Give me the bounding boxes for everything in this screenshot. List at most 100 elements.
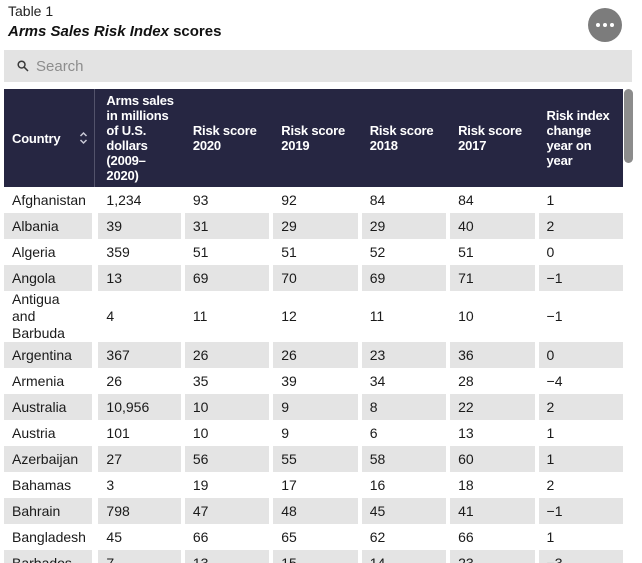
table-row: Australia 10,956 10 9 8 22 2 [4, 394, 623, 420]
cell-risk-2017: 51 [446, 239, 535, 265]
page-title: Arms Sales Risk Index scores [8, 23, 221, 40]
cell-arms-sales: 798 [92, 498, 181, 524]
cell-risk-2019: 92 [269, 187, 358, 213]
cell-arms-sales: 101 [92, 420, 181, 446]
ellipsis-icon [603, 23, 607, 27]
cell-risk-change: 1 [534, 187, 623, 213]
table-row: Angola 13 69 70 69 71 −1 [4, 265, 623, 291]
cell-risk-2017: 18 [446, 472, 535, 498]
cell-country: Antigua and Barbuda [4, 291, 93, 342]
cell-risk-2020: 69 [180, 265, 270, 291]
col-header-risk-2018[interactable]: Risk score 2018 [357, 89, 447, 187]
cell-arms-sales: 39 [92, 213, 181, 239]
title-area: Table 1 Arms Sales Risk Index scores [0, 0, 642, 46]
cell-risk-2018: 62 [357, 524, 447, 550]
cell-country: Australia [4, 394, 93, 420]
cell-risk-change: −1 [534, 265, 623, 291]
cell-risk-2019: 17 [269, 472, 358, 498]
col-header-risk-2019[interactable]: Risk score 2019 [269, 89, 358, 187]
table-header: Country Arms sales in millions of U.S. do… [4, 89, 623, 187]
cell-risk-2020: 56 [180, 446, 270, 472]
cell-risk-2020: 35 [180, 368, 270, 394]
search-input[interactable] [4, 50, 632, 82]
col-header-risk-change[interactable]: Risk index change year on year [534, 89, 623, 187]
cell-risk-2020: 31 [180, 213, 270, 239]
cell-risk-2018: 16 [357, 472, 447, 498]
cell-risk-2020: 13 [180, 550, 270, 563]
cell-risk-change: 0 [534, 239, 623, 265]
cell-risk-2017: 36 [446, 342, 535, 368]
cell-risk-2017: 71 [446, 265, 535, 291]
col-header-arms-sales[interactable]: Arms sales in millions of U.S. dollars (… [92, 89, 181, 187]
cell-risk-2017: 28 [446, 368, 535, 394]
cell-risk-2018: 8 [357, 394, 447, 420]
col-header-risk-2017[interactable]: Risk score 2017 [446, 89, 535, 187]
cell-risk-2017: 22 [446, 394, 535, 420]
ellipsis-icon [610, 23, 614, 27]
col-header-label: Risk score 2017 [458, 123, 522, 153]
sort-icon [80, 131, 88, 145]
col-header-country[interactable]: Country [4, 89, 93, 187]
cell-risk-2019: 48 [269, 498, 358, 524]
cell-risk-2019: 39 [269, 368, 358, 394]
cell-risk-2018: 14 [357, 550, 447, 563]
cell-country: Algeria [4, 239, 93, 265]
cell-country: Azerbaijan [4, 446, 93, 472]
more-options-button[interactable] [588, 8, 622, 42]
cell-risk-2018: 45 [357, 498, 447, 524]
table-row: Bangladesh 45 66 65 62 66 1 [4, 524, 623, 550]
cell-risk-2019: 55 [269, 446, 358, 472]
cell-risk-2017: 40 [446, 213, 535, 239]
cell-risk-2019: 70 [269, 265, 358, 291]
col-header-label: Risk score 2020 [192, 123, 257, 153]
cell-country: Barbados [4, 550, 93, 563]
cell-risk-2019: 12 [269, 291, 358, 342]
cell-risk-2017: 41 [446, 498, 535, 524]
cell-risk-change: 2 [534, 394, 623, 420]
cell-arms-sales: 45 [92, 524, 181, 550]
col-header-label: Risk score 2018 [369, 123, 434, 153]
cell-risk-2018: 23 [357, 342, 447, 368]
table-row: Armenia 26 35 39 34 28 −4 [4, 368, 623, 394]
cell-arms-sales: 13 [92, 265, 181, 291]
cell-risk-2018: 11 [357, 291, 447, 342]
table-row: Albania 39 31 29 29 40 2 [4, 213, 623, 239]
cell-risk-2017: 10 [446, 291, 535, 342]
cell-risk-2017: 84 [446, 187, 535, 213]
cell-risk-2020: 10 [180, 420, 270, 446]
table-row: Antigua and Barbuda 4 11 12 11 10 −1 [4, 291, 623, 342]
cell-risk-2020: 19 [180, 472, 270, 498]
cell-arms-sales: 7 [92, 550, 181, 563]
cell-arms-sales: 359 [92, 239, 181, 265]
cell-country: Bahrain [4, 498, 93, 524]
cell-country: Albania [4, 213, 93, 239]
cell-country: Angola [4, 265, 93, 291]
cell-risk-2017: 66 [446, 524, 535, 550]
table-row: Algeria 359 51 51 52 51 0 [4, 239, 623, 265]
cell-risk-2020: 51 [180, 239, 270, 265]
cell-risk-change: −3 [534, 550, 623, 563]
cell-country: Austria [4, 420, 93, 446]
table-row: Afghanistan 1,234 93 92 84 84 1 [4, 187, 623, 213]
cell-risk-2017: 13 [446, 420, 535, 446]
col-header-label: Risk score 2019 [281, 123, 346, 153]
vertical-scrollbar-thumb[interactable] [624, 89, 633, 163]
cell-risk-2020: 11 [180, 291, 270, 342]
cell-risk-change: −4 [534, 368, 623, 394]
cell-risk-change: −1 [534, 291, 623, 342]
cell-country: Armenia [4, 368, 93, 394]
cell-risk-2019: 15 [269, 550, 358, 563]
cell-risk-2019: 26 [269, 342, 358, 368]
cell-arms-sales: 367 [92, 342, 181, 368]
cell-arms-sales: 3 [92, 472, 181, 498]
page-title-rest: scores [168, 23, 222, 40]
cell-country: Bahamas [4, 472, 93, 498]
cell-risk-2018: 69 [357, 265, 447, 291]
cell-risk-2020: 10 [180, 394, 270, 420]
cell-risk-change: 2 [534, 213, 623, 239]
col-header-risk-2020[interactable]: Risk score 2020 [180, 89, 270, 187]
table-row: Azerbaijan 27 56 55 58 60 1 [4, 446, 623, 472]
page-title-italic: Arms Sales Risk Index [8, 23, 169, 40]
cell-arms-sales: 1,234 [92, 187, 181, 213]
cell-risk-2019: 9 [269, 394, 358, 420]
